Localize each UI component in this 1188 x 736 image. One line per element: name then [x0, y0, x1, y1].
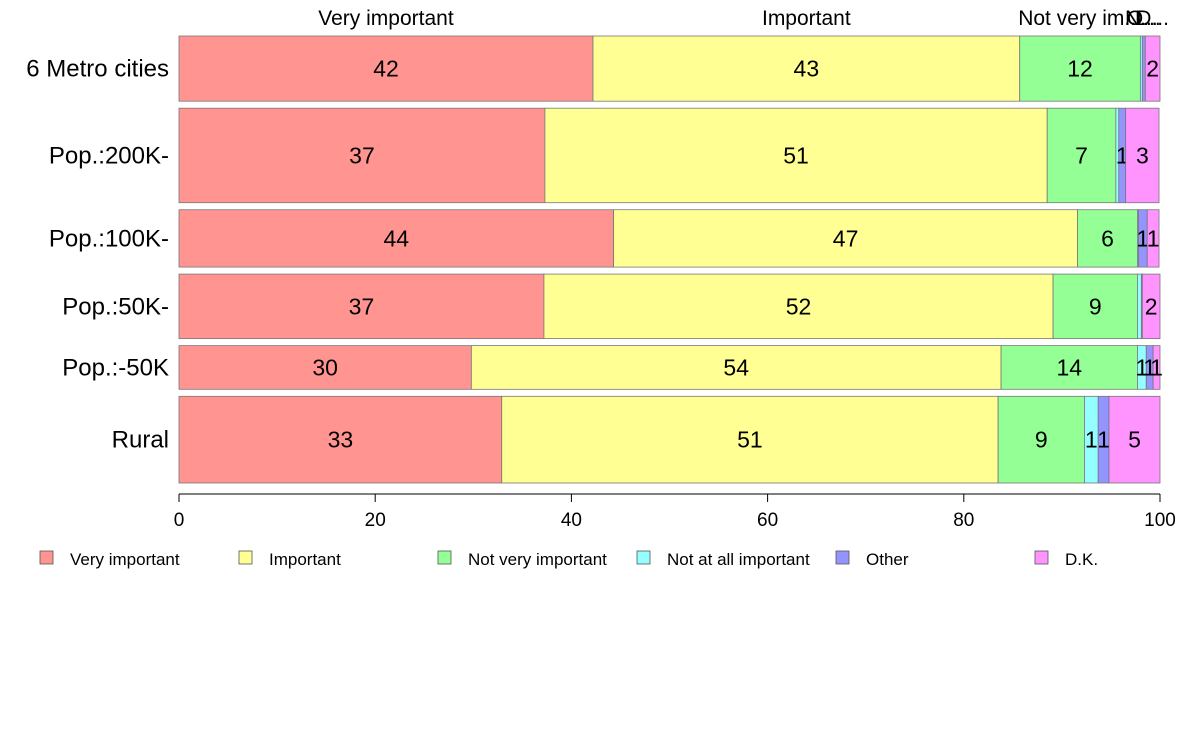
x-axis: 0 20 40 60 80 100 [174, 493, 1176, 531]
bar-pop-50k-very-important [178, 273, 545, 340]
top-label-not-at-all-important: N... [1125, 7, 1158, 30]
bar-pop-100k-not-very-important [1077, 209, 1138, 268]
legend: Very important Important Not very importan… [39, 550, 1098, 569]
value-label-pop-200k-not-very-important: 7 [1075, 142, 1088, 168]
value-label-pop-50k-very-important: 30 [312, 354, 338, 380]
value-label-6-metro-cities-important: 43 [794, 56, 820, 82]
bar-pop-100k-important [613, 209, 1078, 268]
value-label-pop-50k-not-very-important: 9 [1089, 293, 1102, 319]
category-label-rural: Rural [112, 427, 169, 454]
category-label-pop-200k: Pop.:200K- [49, 142, 169, 169]
top-label-other: O... [1127, 7, 1161, 30]
value-label-pop-200k-important: 51 [783, 142, 809, 168]
value-label-rural-important: 51 [737, 427, 763, 453]
top-label-d-k: D... [1136, 7, 1169, 30]
bar-pop-50k-important [543, 273, 1054, 340]
category-label-pop-100k: Pop.:100K- [49, 225, 169, 252]
value-label-rural-other: 1 [1097, 427, 1110, 453]
x-tick-label-0: 0 [174, 510, 185, 531]
value-label-pop-50k-not-at-all-important: 1 [1135, 354, 1148, 380]
value-label-6-metro-cities-d-k: 2 [1146, 56, 1159, 82]
value-label-pop-50k-very-important: 37 [349, 293, 375, 319]
bar-pop-200k-d-k [1125, 107, 1160, 204]
bar-6-metro-cities-d-k [1144, 35, 1161, 102]
category-label-6-metro-cities: 6 Metro cities [26, 56, 169, 83]
value-label-rural-very-important: 33 [328, 427, 354, 453]
bar-pop-50k-very-important [178, 345, 472, 390]
category-label-pop-50k: Pop.:50K- [62, 293, 169, 320]
value-label-pop-100k-important: 47 [833, 225, 859, 251]
bar-pop-100k-d-k [1146, 209, 1160, 268]
x-tick-label-100: 100 [1144, 510, 1176, 531]
value-label-pop-50k-important: 52 [786, 293, 812, 319]
bar-pop-50k-not-at-all-important [1137, 273, 1142, 340]
category-label-pop-50k: Pop.:-50K [62, 354, 169, 381]
value-label-pop-50k-d-k: 2 [1145, 293, 1158, 319]
legend-swatch-important [238, 550, 253, 565]
legend-swatch-very-important [39, 550, 54, 565]
value-label-rural-not-very-important: 9 [1035, 427, 1048, 453]
value-label-6-metro-cities-not-very-important: 12 [1067, 56, 1093, 82]
top-label-important: Important [762, 7, 851, 30]
bar-6-metro-cities-not-very-important [1019, 35, 1141, 102]
bar-rural-important [501, 395, 999, 484]
bar-pop-50k-not-very-important [1000, 345, 1138, 390]
bar-6-metro-cities-other [1141, 35, 1146, 102]
value-label-pop-50k-not-very-important: 14 [1056, 354, 1082, 380]
value-label-pop-50k-d-k: 1 [1150, 354, 1163, 380]
x-tick-label-20: 20 [365, 510, 386, 531]
legend-swatch-not-at-all-important [636, 550, 651, 565]
x-tick-label-80: 80 [953, 510, 974, 531]
value-label-pop-100k-not-very-important: 6 [1101, 225, 1114, 251]
top-label-not-very-important: Not very im... [1018, 7, 1142, 30]
value-label-pop-100k-d-k: 1 [1147, 225, 1160, 251]
bar-pop-50k-d-k [1152, 345, 1161, 390]
value-label-rural-d-k: 5 [1128, 427, 1141, 453]
category-labels: 6 Metro cities Pop.:200K- Pop.:100K- Pop.:5… [26, 56, 169, 454]
value-label-6-metro-cities-very-important: 42 [373, 56, 399, 82]
value-label-pop-200k-d-k: 3 [1136, 142, 1149, 168]
bar-pop-200k-not-very-important [1046, 107, 1117, 204]
legend-label-important: Important [269, 550, 341, 569]
legend-label-d-k: D.K. [1065, 550, 1098, 569]
bar-rural-d-k [1108, 395, 1161, 484]
value-label-pop-100k-very-important: 44 [383, 225, 409, 251]
bar-rural-not-very-important [997, 395, 1085, 484]
legend-swatch-not-very-important [437, 550, 452, 565]
legend-swatch-d-k [1034, 550, 1049, 565]
bar-rural-very-important [178, 395, 503, 484]
bar-pop-50k-important [470, 345, 1002, 390]
legend-label-not-very-important: Not very important [468, 550, 607, 569]
value-label-pop-50k-important: 54 [723, 354, 749, 380]
x-tick-label-40: 40 [561, 510, 582, 531]
bar-pop-50k-not-very-important [1052, 273, 1138, 340]
bar-pop-50k-d-k [1141, 273, 1161, 340]
x-tick-label-60: 60 [757, 510, 778, 531]
bar-6-metro-cities-very-important [178, 35, 594, 102]
value-label-rural-not-at-all-important: 1 [1085, 427, 1098, 453]
legend-label-very-important: Very important [70, 550, 180, 569]
value-label-pop-200k-very-important: 37 [349, 142, 375, 168]
legend-label-other: Other [866, 550, 909, 569]
legend-swatch-other [835, 550, 850, 565]
legend-label-not-at-all-important: Not at all important [667, 550, 810, 569]
top-label-very-important: Very important [318, 7, 454, 30]
value-label-pop-100k-other: 1 [1136, 225, 1149, 251]
top-labels: Very important Important Not very im...N..… [318, 7, 1169, 30]
